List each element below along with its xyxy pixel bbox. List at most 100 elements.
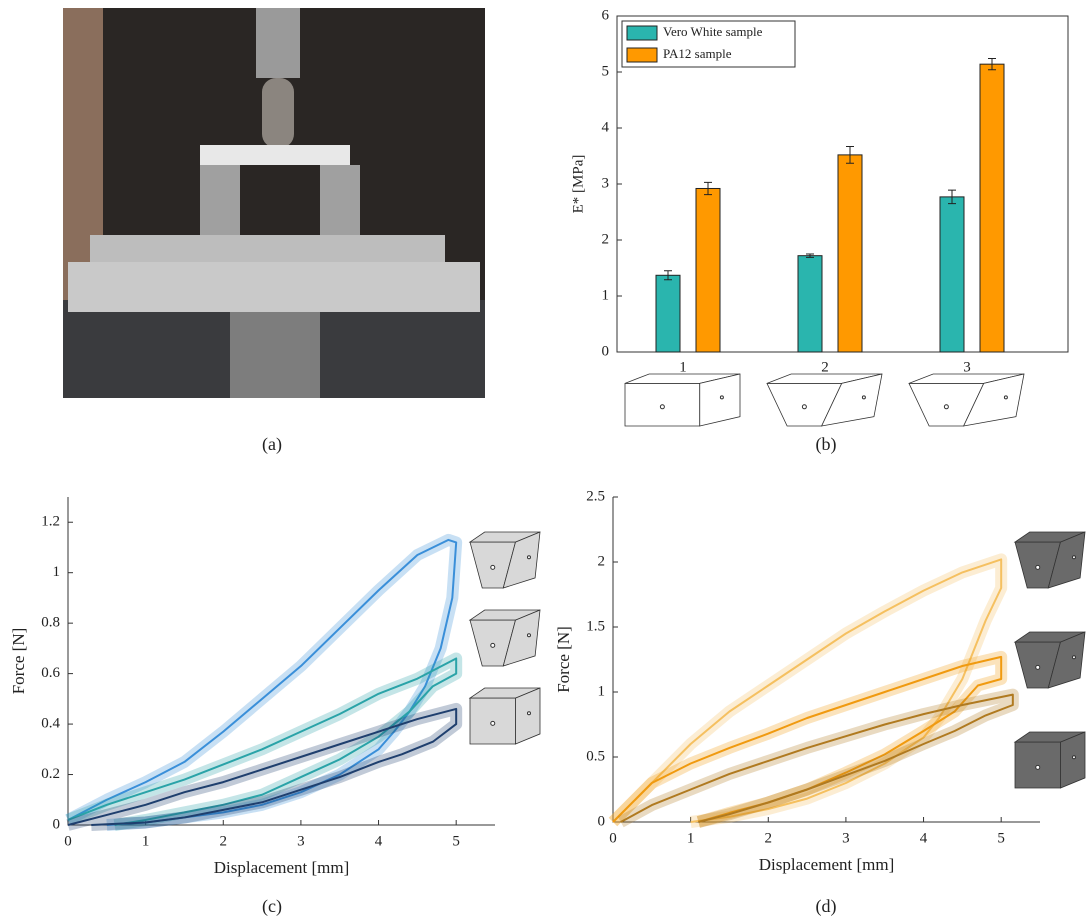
photo-ruler: [68, 262, 480, 312]
legend-label: Vero White sample: [663, 24, 763, 39]
x-axis-label: Displacement [mm]: [759, 855, 895, 874]
x-tick-label: 5: [452, 833, 460, 849]
y-axis-label: E* [MPa]: [570, 155, 586, 214]
icon-face: [502, 609, 541, 667]
y-tick-label: 0.5: [586, 748, 605, 764]
icon-hole: [526, 711, 531, 716]
icon-hole: [526, 555, 531, 560]
bar: [695, 187, 721, 353]
icon-hole: [1003, 395, 1008, 400]
line: [620, 693, 1014, 823]
x-tick-label: 1: [687, 830, 695, 846]
error-bar: [988, 58, 996, 71]
icon-hole: [1071, 655, 1076, 660]
icon-hole: [1035, 764, 1041, 770]
y-tick-label: 1: [602, 287, 610, 303]
photo-indenter: [262, 78, 294, 148]
error-bar: [704, 181, 712, 196]
line-band: [608, 553, 1008, 828]
error-bar: [664, 270, 672, 281]
icon-face: [962, 373, 1025, 427]
y-tick-label: 1: [53, 564, 61, 580]
icon-face: [515, 687, 541, 745]
y-tick-label: 0: [598, 813, 606, 829]
photo-clamp: [256, 8, 300, 78]
y-tick-label: 0: [602, 343, 610, 359]
x-tick-label: 0: [609, 830, 617, 846]
y-tick-label: 0.2: [41, 766, 60, 782]
y-tick-label: 2.5: [586, 488, 605, 504]
bar: [939, 196, 965, 353]
y-tick-label: 2: [598, 553, 606, 569]
y-tick-label: 2: [602, 231, 610, 247]
legend-label: PA12 sample: [663, 46, 732, 61]
y-tick-label: 3: [602, 175, 610, 191]
x-tick-label: 0: [64, 833, 72, 849]
bar: [655, 274, 681, 353]
x-tick-label: 4: [375, 833, 383, 849]
legend-swatch: [626, 25, 658, 41]
icon-hole: [943, 404, 949, 410]
y-tick-label: 0.6: [41, 665, 60, 681]
bar: [797, 255, 823, 353]
icon-hole: [490, 642, 496, 648]
icon-face: [1047, 531, 1086, 589]
x-tick-label: 1: [679, 359, 687, 375]
x-tick-label: 3: [297, 833, 305, 849]
x-tick-label: 2: [220, 833, 228, 849]
icon-hole: [719, 395, 724, 400]
x-tick-label: 1: [142, 833, 150, 849]
y-tick-label: 6: [602, 7, 610, 23]
icon-hole: [1035, 564, 1041, 570]
caption: (d): [816, 896, 837, 917]
x-tick-label: 3: [842, 830, 850, 846]
y-axis-label: Force [N]: [9, 628, 28, 695]
line: [612, 558, 1003, 823]
error-bar: [846, 145, 854, 164]
caption: (c): [262, 896, 282, 917]
x-tick-label: 5: [997, 830, 1005, 846]
caption: (a): [262, 434, 282, 455]
icon-face: [502, 531, 541, 589]
icon-face: [1060, 731, 1086, 789]
y-tick-label: 0.4: [41, 716, 60, 732]
icon-face: [699, 373, 741, 427]
x-tick-label: 4: [920, 830, 928, 846]
x-tick-label: 2: [765, 830, 773, 846]
legend-swatch: [626, 47, 658, 63]
y-tick-label: 1: [598, 683, 606, 699]
icon-hole: [1071, 755, 1076, 760]
y-tick-label: 1.5: [586, 618, 605, 634]
icon-hole: [861, 395, 866, 400]
error-bar: [806, 253, 814, 258]
icon-hole: [659, 404, 665, 410]
icon-hole: [526, 633, 531, 638]
y-tick-label: 0.8: [41, 615, 60, 631]
bar: [837, 154, 863, 353]
x-tick-label: 2: [821, 359, 829, 375]
photo-rail: [90, 235, 445, 265]
icon-face: [820, 373, 883, 427]
line: [67, 538, 458, 826]
icon-hole: [1071, 555, 1076, 560]
icon-hole: [490, 720, 496, 726]
y-tick-label: 4: [602, 119, 610, 135]
photo: [63, 8, 485, 398]
x-tick-label: 3: [963, 359, 971, 375]
caption: (b): [816, 434, 837, 455]
y-axis-label: Force [N]: [554, 626, 573, 693]
photo-base: [230, 312, 320, 398]
line: [67, 707, 458, 826]
bar: [979, 63, 1005, 353]
icon-hole: [1035, 664, 1041, 670]
error-bar: [948, 189, 956, 205]
icon-hole: [801, 404, 807, 410]
line: [67, 657, 458, 826]
x-axis-label: Displacement [mm]: [214, 858, 350, 877]
icon-face: [1047, 631, 1086, 689]
icon-hole: [490, 564, 496, 570]
y-tick-label: 1.2: [41, 514, 60, 530]
y-tick-label: 0: [53, 816, 61, 832]
photo-sample: [200, 145, 350, 165]
